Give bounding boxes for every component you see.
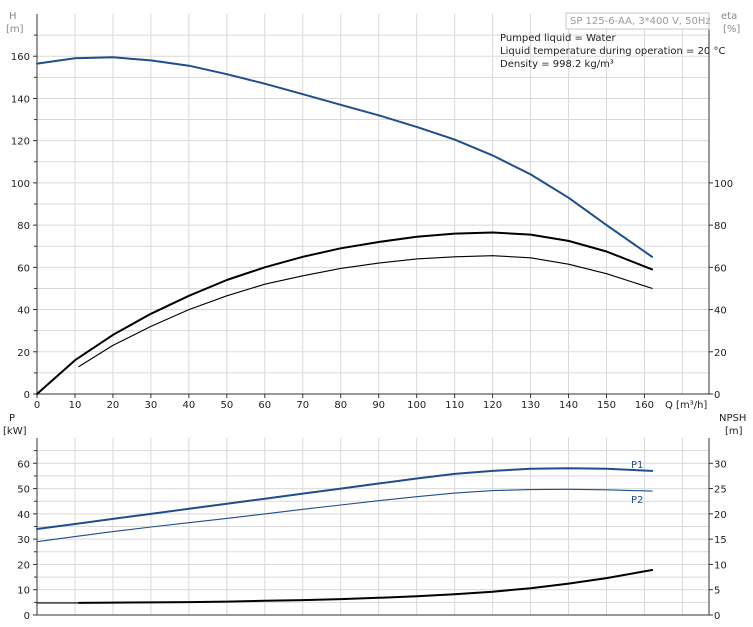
info-line-2: Liquid temperature during operation = 20…	[500, 46, 725, 57]
y-right-tick-label: 15	[714, 535, 727, 546]
y-left-tick-label: 20	[17, 560, 30, 571]
upper-series	[36, 56, 654, 395]
y-left-tick-label: 0	[24, 390, 30, 401]
x-tick-label: 140	[559, 400, 578, 411]
y-right-tick-label: 10	[714, 560, 727, 571]
series-curve-1	[36, 56, 654, 258]
y-right-label-npsh: NPSH	[719, 413, 746, 424]
x-tick-label: 120	[483, 400, 502, 411]
x-tick-label: 100	[407, 400, 426, 411]
x-tick-label: 110	[445, 400, 464, 411]
info-line-3: Density = 998.2 kg/m³	[500, 59, 614, 70]
y-right-tick-label: 40	[714, 306, 727, 317]
series-curve-3	[78, 255, 653, 368]
y-left-tick-label: 140	[11, 94, 30, 105]
lower-series	[36, 467, 654, 604]
lower-ticks: 0 10 20 30 40 50 60 0 5 10 15 20 25 30	[17, 450, 727, 622]
y-left-tick-label: 80	[17, 221, 30, 232]
x-tick-label: 80	[334, 400, 347, 411]
y-left-tick-label: 60	[17, 459, 30, 470]
y-left-tick-label: 40	[17, 306, 30, 317]
y-left-tick-label: 0	[24, 611, 30, 622]
series-curve-p1	[36, 467, 654, 530]
y-left-tick-label: 160	[11, 52, 30, 63]
x-tick-label: 60	[258, 400, 271, 411]
y-left-label-p: P	[9, 413, 15, 424]
x-tick-label: 70	[296, 400, 309, 411]
upper-grid	[36, 14, 710, 395]
x-tick-label: 130	[521, 400, 540, 411]
x-axis-label: Q [m³/h]	[665, 400, 707, 411]
x-tick-label: 20	[107, 400, 120, 411]
y-left-tick-label: 50	[17, 485, 30, 496]
y-left-label-h: H	[9, 11, 17, 22]
y-right-tick-label: 80	[714, 221, 727, 232]
y-right-label-eta: eta	[721, 11, 737, 22]
y-right-unit-eta: [%]	[723, 24, 740, 35]
series-curve-2	[36, 231, 654, 395]
y-left-tick-label: 100	[11, 179, 30, 190]
y-right-unit-npsh: [m]	[725, 426, 743, 437]
y-left-tick-label: 60	[17, 263, 30, 274]
series-curve-3	[77, 569, 654, 604]
y-left-tick-label: 120	[11, 137, 30, 148]
lower-grid	[36, 438, 710, 616]
series-label-p2: P2	[631, 495, 643, 506]
x-tick-label: 50	[220, 400, 233, 411]
y-left-tick-label: 40	[17, 510, 30, 521]
y-left-unit-h: [m]	[6, 24, 24, 35]
y-right-tick-label: 0	[714, 611, 720, 622]
y-left-tick-label: 30	[17, 535, 30, 546]
series-label-p1: P1	[631, 460, 643, 471]
y-left-unit-p: [kW]	[3, 426, 27, 437]
y-right-tick-label: 25	[714, 485, 727, 496]
series-curve-p2	[36, 488, 653, 543]
y-right-tick-label: 60	[714, 263, 727, 274]
y-right-tick-label: 20	[714, 510, 727, 521]
x-tick-label: 90	[372, 400, 385, 411]
title-box	[565, 12, 710, 30]
x-tick-label: 160	[635, 400, 654, 411]
y-left-tick-label: 20	[17, 348, 30, 359]
info-line-1: Pumped liquid = Water	[500, 33, 617, 44]
chart-title: SP 125-6-AA, 3*400 V, 50Hz	[570, 16, 711, 27]
y-right-tick-label: 0	[714, 390, 720, 401]
x-tick-label: 30	[145, 400, 158, 411]
x-tick-label: 10	[69, 400, 82, 411]
y-left-tick-label: 10	[17, 586, 30, 597]
x-tick-label: 0	[34, 400, 40, 411]
y-right-tick-label: 100	[714, 179, 733, 190]
x-tick-label: 40	[182, 400, 195, 411]
x-tick-label: 150	[597, 400, 616, 411]
y-right-tick-label: 30	[714, 459, 727, 470]
upper-ticks: 0 20 40 60 80 100 120 140 160 0 20 40 60 80 100 0 10 20 30…	[11, 34, 733, 411]
y-right-tick-label: 5	[714, 586, 720, 597]
y-right-tick-label: 20	[714, 348, 727, 359]
